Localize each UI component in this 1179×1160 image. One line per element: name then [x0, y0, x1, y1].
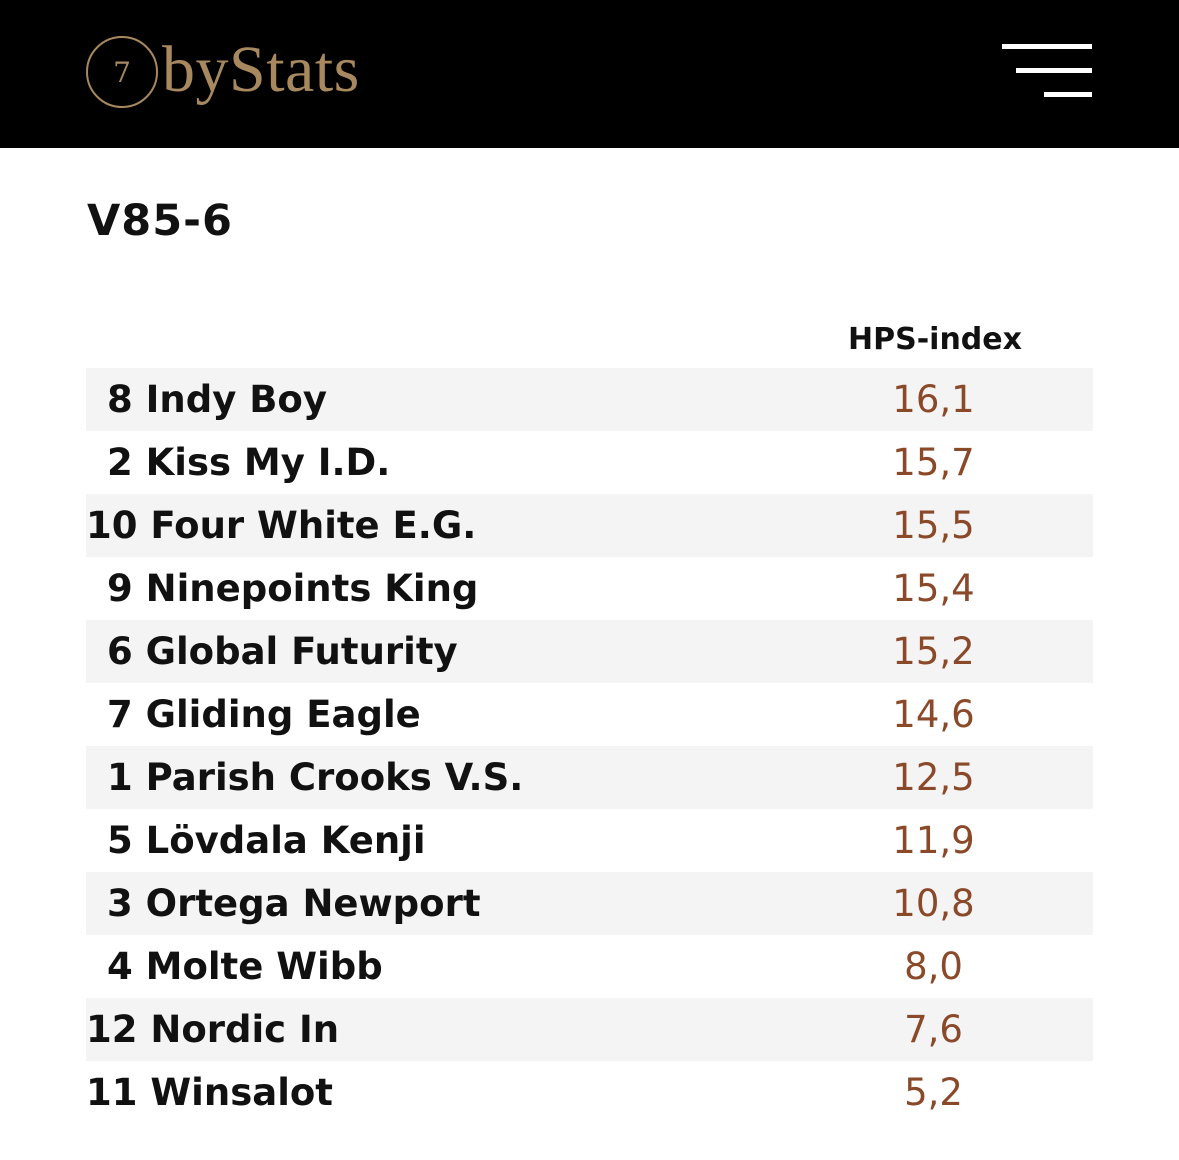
hps-index-value: 15,4	[892, 567, 975, 610]
horse-name: 3 Ortega Newport	[107, 882, 481, 925]
hps-index-value: 15,2	[892, 630, 975, 673]
table-row: 10 Four White E.G. 15,5	[86, 494, 1093, 557]
horse-name: 5 Lövdala Kenji	[107, 819, 426, 862]
table-row: 2 Kiss My I.D. 15,7	[86, 431, 1093, 494]
horse-name: 10 Four White E.G.	[86, 504, 477, 547]
hps-index-value: 8,0	[904, 945, 963, 988]
ranking-table: 8 Indy Boy 16,1 2 Kiss My I.D. 15,7 10 Four …	[86, 368, 1093, 1124]
table-row: 11 Winsalot 5,2	[86, 1061, 1093, 1124]
horse-name: 9 Ninepoints King	[107, 567, 479, 610]
table-row: 5 Lövdala Kenji 11,9	[86, 809, 1093, 872]
horse-name: 11 Winsalot	[86, 1071, 333, 1114]
table-row: 4 Molte Wibb 8,0	[86, 935, 1093, 998]
hps-index-value: 15,7	[892, 441, 975, 484]
horse-name: 4 Molte Wibb	[107, 945, 383, 988]
logo-number: 7	[113, 55, 131, 89]
logo-circle-icon: 7	[86, 36, 158, 108]
hps-index-value: 10,8	[892, 882, 975, 925]
table-row: 8 Indy Boy 16,1	[86, 368, 1093, 431]
top-navigation-bar: 7 byStats	[0, 0, 1179, 148]
bystats-logo[interactable]: 7 byStats	[86, 30, 360, 114]
hps-index-value: 16,1	[892, 378, 975, 421]
horse-name: 8 Indy Boy	[107, 378, 327, 421]
table-row: 9 Ninepoints King 15,4	[86, 557, 1093, 620]
horse-name: 7 Gliding Eagle	[107, 693, 421, 736]
horse-name: 12 Nordic In	[86, 1008, 340, 1051]
table-row: 1 Parish Crooks V.S. 12,5	[86, 746, 1093, 809]
hps-index-value: 14,6	[892, 693, 975, 736]
hps-index-value: 11,9	[892, 819, 975, 862]
hps-index-value: 12,5	[892, 756, 975, 799]
table-row: 6 Global Futurity 15,2	[86, 620, 1093, 683]
logo-text: byStats	[162, 33, 360, 106]
hps-index-column-header: HPS-index	[848, 322, 1022, 357]
hamburger-menu-icon[interactable]	[1000, 44, 1096, 102]
menu-bar-line	[1002, 44, 1092, 49]
table-row: 12 Nordic In 7,6	[86, 998, 1093, 1061]
hps-index-value: 15,5	[892, 504, 975, 547]
table-row: 7 Gliding Eagle 14,6	[86, 683, 1093, 746]
hps-index-value: 5,2	[904, 1071, 963, 1114]
menu-bar-line	[1044, 92, 1092, 97]
hps-index-value: 7,6	[904, 1008, 963, 1051]
horse-name: 2 Kiss My I.D.	[107, 441, 391, 484]
horse-name: 6 Global Futurity	[107, 630, 458, 673]
table-row: 3 Ortega Newport 10,8	[86, 872, 1093, 935]
race-title: V85-6	[87, 196, 233, 246]
horse-name: 1 Parish Crooks V.S.	[107, 756, 524, 799]
menu-bar-line	[1016, 68, 1092, 73]
